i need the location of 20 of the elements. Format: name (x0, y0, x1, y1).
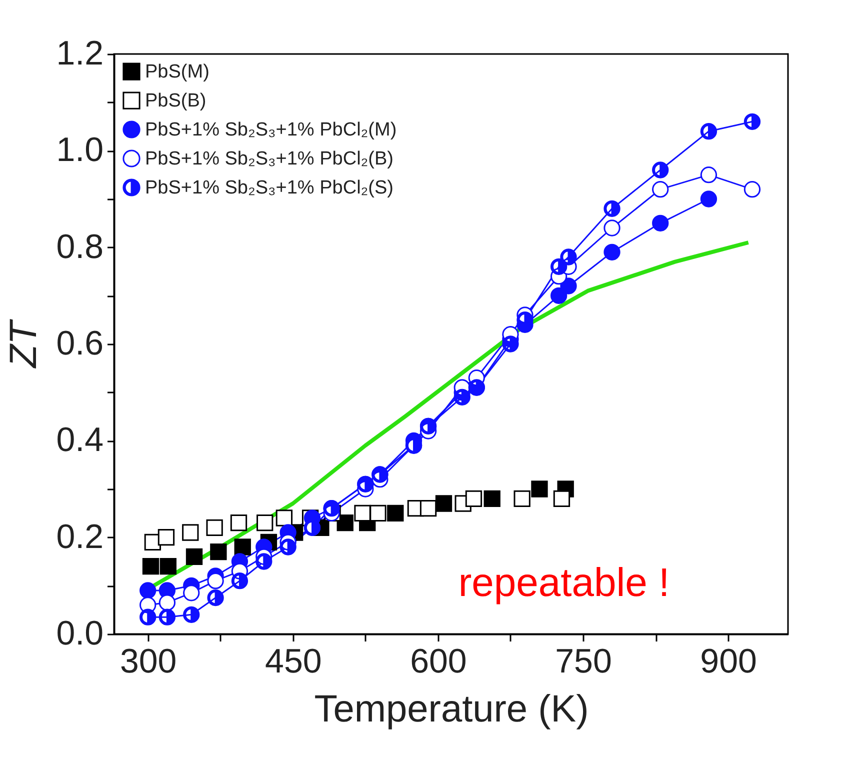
x-tick-label: 750 (555, 642, 612, 680)
y-tick-label: 1.0 (56, 131, 104, 170)
y-tick-label: 0.0 (56, 614, 104, 652)
x-axis-title: Temperature (K) (314, 688, 589, 730)
y-tick-label: 0.4 (56, 421, 104, 460)
x-tick-label: 450 (265, 642, 322, 680)
x-tick-label: 300 (120, 642, 177, 680)
legend-label: PbS(M) (145, 62, 210, 82)
legend-label: PbS(B) (145, 90, 206, 112)
x-tick-label: 600 (410, 642, 467, 680)
y-tick-label: 1.2 (56, 34, 104, 72)
legend-label: PbS+1% Sb₂S₃+1% PbCl₂(S) (145, 178, 394, 198)
legend-label: PbS+1% Sb₂S₃+1% PbCl₂(M) (145, 120, 397, 140)
x-tick-label: 900 (700, 642, 757, 680)
y-tick-label: 0.8 (56, 228, 104, 266)
legend-label: PbS+1% Sb₂S₃+1% PbCl₂(B) (145, 148, 394, 170)
y-tick-label: 0.2 (56, 518, 104, 556)
y-tick-label: 0.6 (56, 324, 104, 362)
annotation: repeatable ! (458, 561, 670, 605)
y-axis-title: ZT (3, 318, 46, 369)
